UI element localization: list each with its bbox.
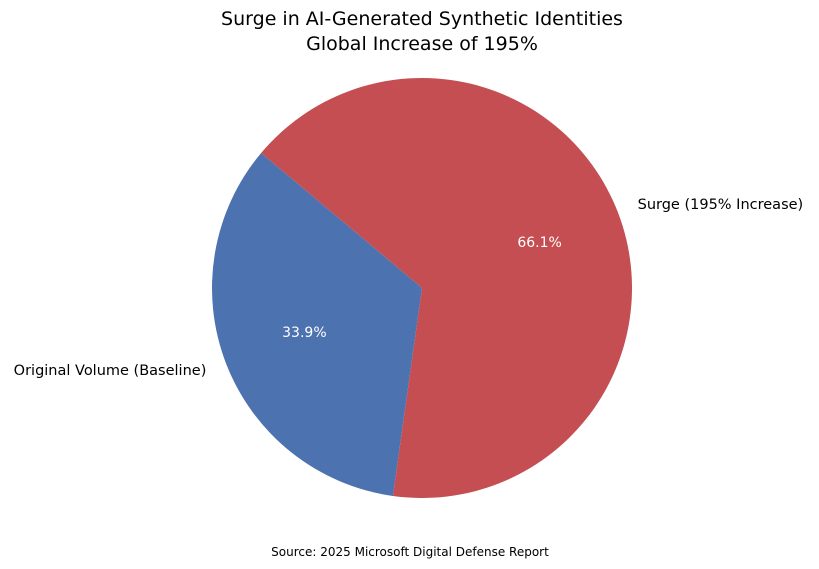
slice-percentage-label: 33.9% [282, 325, 326, 341]
slice-category-label: Surge (195% Increase) [638, 197, 804, 213]
slice-percentage-label: 66.1% [517, 235, 561, 251]
pie-slices [212, 78, 632, 499]
pie-slice-1 [212, 153, 422, 496]
chart-title: Surge in AI-Generated Synthetic Identiti… [221, 8, 623, 30]
pie-labels: 33.9% Original Volume (Baseline) 66.1% Surg… [14, 197, 804, 379]
slice-category-label: Original Volume (Baseline) [14, 363, 207, 379]
pie-slice-2 [261, 78, 632, 499]
chart-subtitle: Global Increase of 195% [306, 33, 538, 55]
source-note: Source: 2025 Microsoft Digital Defense R… [271, 545, 549, 559]
